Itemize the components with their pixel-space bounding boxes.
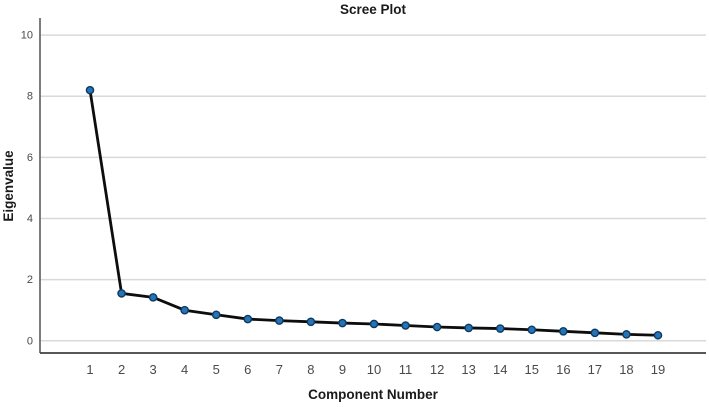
x-tick-label: 4	[181, 362, 188, 377]
x-tick-label: 2	[118, 362, 125, 377]
data-point-marker	[306, 317, 316, 327]
x-tick-label: 15	[525, 362, 539, 377]
data-point-marker	[148, 293, 158, 302]
x-tick-label: 5	[213, 362, 220, 377]
x-tick-label: 8	[307, 362, 314, 377]
x-axis-title: Component Number	[308, 387, 438, 402]
chart-title: Scree Plot	[340, 2, 407, 17]
data-point-marker	[211, 310, 221, 320]
data-point-marker	[369, 319, 379, 329]
data-point-marker	[275, 316, 284, 325]
y-tick-label: 8	[27, 91, 33, 103]
data-point-marker	[117, 289, 126, 298]
data-point-marker	[338, 318, 347, 328]
x-tick-label: 7	[276, 362, 283, 377]
x-tick-label: 19	[651, 362, 665, 377]
y-tick-label: 10	[21, 30, 33, 42]
y-tick-label: 2	[27, 274, 33, 286]
data-point-marker	[590, 328, 600, 338]
data-point-marker	[85, 85, 95, 95]
x-tick-label: 14	[493, 362, 507, 377]
x-tick-label: 12	[430, 362, 444, 377]
x-tick-label: 11	[399, 362, 413, 377]
x-tick-label: 3	[149, 362, 156, 377]
x-tick-label: 13	[461, 362, 475, 377]
x-tick-label: 10	[367, 362, 381, 377]
x-tick-label: 6	[244, 362, 251, 377]
y-tick-label: 6	[27, 152, 33, 164]
y-tick-label: 4	[27, 213, 33, 225]
x-tick-label: 16	[556, 362, 570, 377]
data-point-marker	[559, 326, 568, 336]
x-tick-label: 9	[339, 362, 346, 377]
data-point-marker	[401, 321, 410, 330]
x-tick-label: 17	[588, 362, 602, 377]
x-tick-label: 1	[86, 362, 93, 377]
eigenvalue-line	[88, 89, 659, 337]
data-point-marker	[495, 324, 505, 333]
data-point-marker	[464, 323, 473, 333]
x-tick-label: 18	[619, 362, 633, 377]
y-axis-title: Eigenvalue	[1, 150, 16, 222]
data-point-marker	[622, 330, 631, 339]
y-tick-label: 0	[27, 335, 33, 347]
data-point-marker	[527, 325, 537, 335]
data-point-marker	[432, 322, 442, 332]
data-point-marker	[653, 330, 663, 340]
data-point-marker	[243, 314, 253, 324]
data-point-marker	[180, 305, 189, 315]
